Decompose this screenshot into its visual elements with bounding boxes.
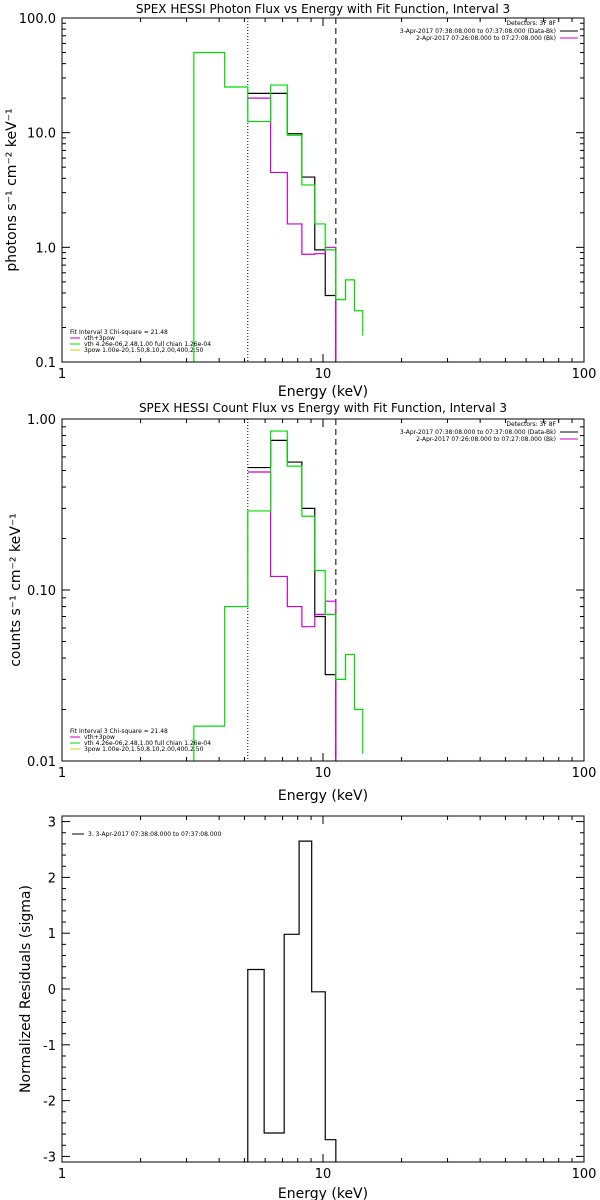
y-tick-label: 0.01: [27, 755, 56, 770]
x-tick-label: 10: [315, 367, 332, 382]
x-ticks: [61, 18, 573, 362]
legend-entry-label: 2-Apr-2017 07:26:08.000 to 07:27:08.000 …: [416, 35, 556, 42]
legend-top-right: Detectors: 3F 8F3-Apr-2017 07:38:08.000 …: [400, 421, 578, 443]
plot-frame: [61, 815, 585, 1163]
x-axis-label: Energy (keV): [278, 1186, 368, 1200]
series-line-3: [193, 430, 364, 761]
legend-entry-label: vth+3pow: [84, 335, 115, 342]
plot-frame: [61, 17, 585, 363]
x-tick-label: 100: [572, 766, 597, 781]
series-line-1: [247, 92, 337, 362]
y-tick-label: 0.10: [27, 584, 56, 599]
chart-title: SPEX HESSI Count Flux vs Energy with Fit…: [139, 401, 507, 415]
y-ticks: [62, 426, 584, 762]
legend-entry-label: vth 4.26e-06,2.48,1.00 full chian 1.26e-…: [84, 740, 211, 747]
x-tick-label: 1: [58, 766, 66, 781]
y-tick-label: 10.0: [27, 127, 56, 142]
y-tick-label: 100.0: [19, 12, 56, 27]
series-group: [247, 840, 337, 1162]
legend-bottom-left: Fit Interval 3 Chi-square = 21.48vth+3po…: [70, 728, 211, 753]
legend-entry-label: 3-Apr-2017 07:38:08.000 to 07:37:08.000 …: [400, 28, 556, 35]
y-tick-label: -3: [43, 1150, 56, 1165]
y-axis-label: photons s⁻¹ cm⁻² keV⁻¹: [4, 108, 20, 271]
y-ticks: [62, 821, 584, 1157]
x-axis-label: Energy (keV): [278, 384, 368, 400]
y-tick-label: -1: [43, 1039, 56, 1054]
legend-entry-label: 3pow 1.00e-20,1.50,8.10,2.00,400,2.50: [84, 347, 204, 354]
panel-2: SPEX HESSI Count Flux vs Energy with Fit…: [8, 401, 596, 804]
legend-bottom-left: Fit Interval 3 Chi-square = 21.48vth+3po…: [70, 329, 211, 354]
legend-entry-label: 3pow 1.00e-20,1.50,8.10,2.00,400,2.50: [84, 746, 204, 753]
x-tick-label: 1: [58, 1167, 66, 1182]
y-tick-label: 1.00: [27, 413, 56, 428]
y-axis-label: counts s⁻¹ cm⁻² keV⁻¹: [8, 513, 24, 667]
legend-entry-label: 3. 3-Apr-2017 07:38:08.000 to 07:37:08.0…: [88, 831, 221, 838]
x-tick-label: 10: [315, 766, 332, 781]
legend-header: Detectors: 3F 8F: [506, 421, 556, 428]
legend-entry-label: 2-Apr-2017 07:26:08.000 to 07:27:08.000 …: [416, 436, 556, 443]
y-ticks: [62, 22, 584, 363]
x-tick-label: 100: [572, 367, 597, 382]
y-tick-label: 0: [48, 983, 56, 998]
legend-header: Fit Interval 3 Chi-square = 21.48: [70, 329, 168, 336]
series-group: [193, 430, 364, 761]
x-ticks: [61, 816, 573, 1162]
legend-entry-label: vth+3pow: [84, 734, 115, 741]
y-tick-label: 1: [48, 927, 56, 942]
x-ticks: [61, 419, 573, 761]
panel-1: SPEX HESSI Photon Flux vs Energy with Fi…: [4, 2, 596, 400]
legend-header: Fit Interval 3 Chi-square = 21.48: [70, 728, 168, 735]
chart-title: SPEX HESSI Photon Flux vs Energy with Fi…: [136, 2, 510, 16]
y-tick-label: 3: [48, 816, 56, 831]
series-group: [193, 51, 364, 362]
series-line-2: [247, 97, 337, 362]
legend-header: Detectors: 3F 8F: [506, 20, 556, 27]
y-axis-label: Normalized Residuals (sigma): [18, 885, 34, 1093]
x-axis-label: Energy (keV): [278, 788, 368, 804]
x-tick-label: 1: [58, 367, 66, 382]
x-tick-label: 100: [572, 1167, 597, 1182]
legend-entry-label: 3-Apr-2017 07:38:08.000 to 07:37:08.000 …: [400, 429, 556, 436]
y-tick-label: 2: [48, 871, 56, 886]
panel-3: 1 10 100 -3 -2 -1 0 1 2 3 Energy (keV) Normalized R…: [18, 815, 597, 1200]
y-tick-label: 0.1: [35, 356, 56, 371]
x-tick-label: 10: [315, 1167, 332, 1182]
legend-top-left: 3. 3-Apr-2017 07:38:08.000 to 07:37:08.0…: [72, 831, 221, 838]
legend-top-right: Detectors: 3F 8F3-Apr-2017 07:38:08.000 …: [400, 20, 578, 42]
legend-entry-label: vth 4.26e-06,2.48,1.00 full chian 1.26e-…: [84, 341, 211, 348]
y-tick-label: -2: [43, 1095, 56, 1110]
series-line-1: [247, 840, 337, 1162]
plot-frame: [61, 418, 585, 762]
series-line-3: [193, 51, 364, 362]
series-line-1: [247, 439, 337, 761]
y-tick-label: 1.0: [35, 241, 56, 256]
